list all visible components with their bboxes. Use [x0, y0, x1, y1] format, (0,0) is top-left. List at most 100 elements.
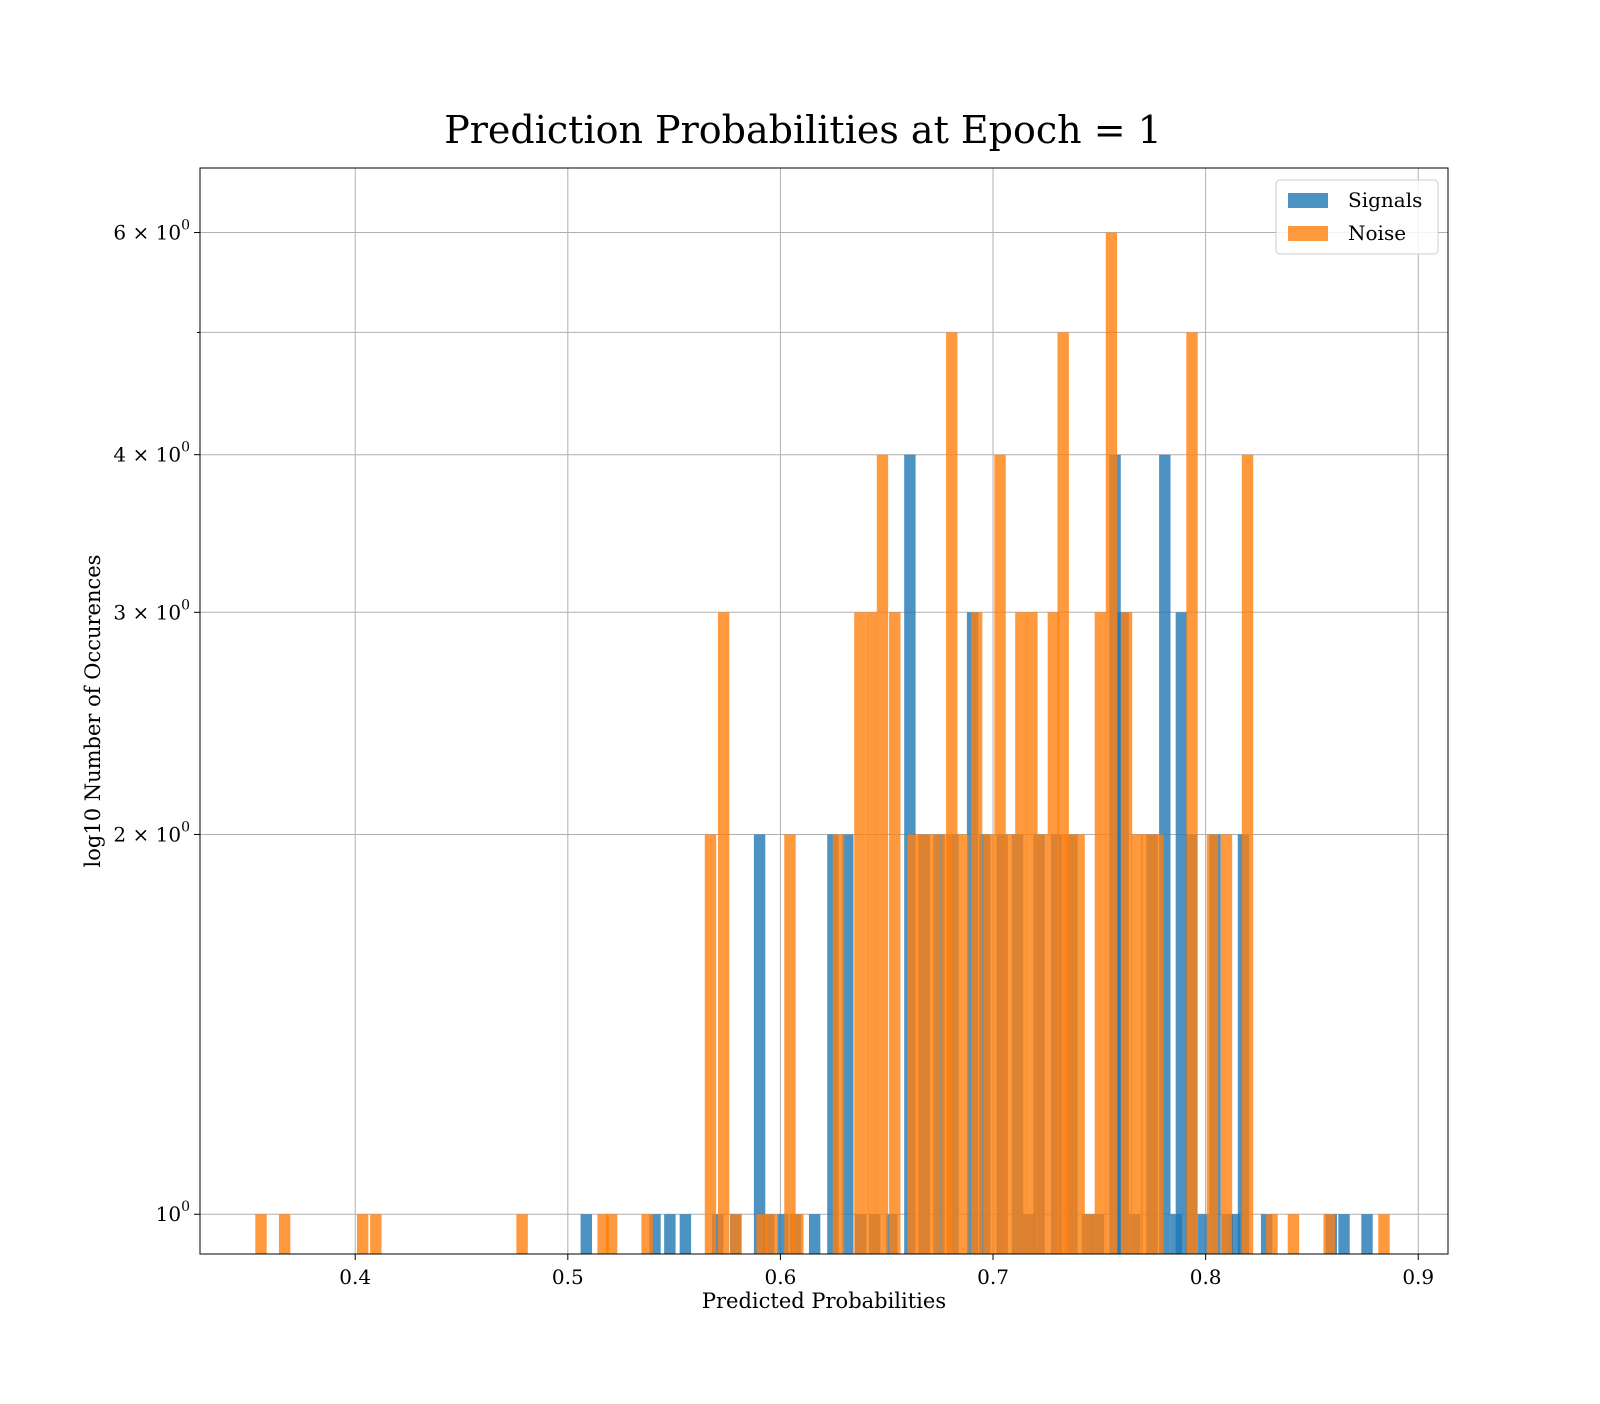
bar-noise: [370, 1214, 382, 1254]
y-tick-exponent: 0: [181, 218, 190, 234]
bar-signals: [580, 1214, 593, 1254]
y-tick-base: 3 × 10: [113, 600, 181, 624]
bar-noise: [1120, 612, 1133, 1254]
bar-noise: [255, 1214, 267, 1254]
y-tick-base: 10: [156, 1202, 181, 1226]
bar-noise: [1036, 834, 1049, 1254]
bar-signals: [808, 1214, 821, 1254]
bars-layer: [255, 232, 1390, 1254]
legend-label-noise: Noise: [1348, 221, 1406, 245]
bar-noise: [278, 1214, 291, 1254]
y-tick-label: 6 × 100: [113, 218, 190, 245]
bar-noise: [832, 834, 845, 1254]
y-tick-exponent: 0: [181, 440, 190, 456]
bar-noise: [1073, 834, 1085, 1254]
bar-noise: [994, 454, 1006, 1254]
bar-noise: [889, 612, 901, 1254]
bar-noise: [1026, 612, 1038, 1254]
bar-signals: [679, 1214, 692, 1254]
bar-noise: [1094, 612, 1107, 1254]
y-tick-label: 2 × 100: [113, 819, 190, 846]
bar-noise: [876, 454, 889, 1254]
bar-noise: [792, 1214, 804, 1254]
bar-noise: [784, 834, 796, 1254]
bar-noise: [1063, 834, 1075, 1254]
y-tick-exponent: 0: [181, 819, 190, 835]
bar-noise: [1220, 834, 1233, 1254]
bar-signals: [1338, 1214, 1350, 1254]
bar-noise: [854, 612, 866, 1254]
bar-noise: [1206, 834, 1219, 1254]
bar-signals: [711, 1214, 724, 1254]
bar-noise: [516, 1214, 528, 1254]
grid-lines: [200, 168, 1448, 1254]
bar-noise: [597, 1214, 609, 1254]
bar-noise: [970, 612, 983, 1254]
bar-noise: [946, 332, 958, 1254]
x-tick-label: 0.4: [339, 1265, 371, 1289]
bar-signals: [1159, 454, 1171, 1254]
x-tick-label: 0.7: [977, 1265, 1009, 1289]
y-tick-base: 4 × 10: [113, 443, 181, 467]
bar-noise: [1084, 1214, 1096, 1254]
bar-noise: [717, 612, 730, 1254]
x-tick-label: 0.5: [552, 1265, 584, 1289]
bar-noise: [1323, 1214, 1335, 1254]
bar-signals: [1175, 612, 1188, 1254]
bar-noise: [1141, 834, 1153, 1254]
bar-noise: [756, 1214, 768, 1254]
bar-signals: [649, 1214, 661, 1254]
y-axis-label: log10 Number of Occurences: [81, 555, 105, 868]
bar-noise: [865, 612, 878, 1254]
bar-noise: [917, 834, 929, 1254]
legend-label-signals: Signals: [1348, 188, 1422, 212]
bar-noise: [957, 834, 969, 1254]
bar-noise: [1015, 612, 1027, 1254]
bar-noise: [928, 834, 941, 1254]
bar-noise: [704, 834, 717, 1254]
bar-noise: [1057, 332, 1069, 1254]
bar-noise: [1186, 332, 1198, 1254]
x-tick-label: 0.6: [765, 1265, 797, 1289]
bar-noise: [730, 1214, 742, 1254]
y-tick-exponent: 0: [181, 597, 190, 613]
legend: Signals Noise: [1275, 179, 1439, 255]
x-tick-label: 0.8: [1190, 1265, 1222, 1289]
bar-noise: [1287, 1214, 1300, 1254]
plot-frame: [199, 167, 1449, 1255]
bar-signals: [753, 834, 766, 1254]
chart-title: Prediction Probabilities at Epoch = 1: [444, 108, 1162, 152]
bar-noise: [1241, 454, 1254, 1254]
bar-noise: [1131, 834, 1143, 1254]
bar-noise: [983, 834, 995, 1254]
bar-signals: [1228, 1214, 1241, 1254]
bar-noise: [907, 834, 919, 1254]
bar-noise: [765, 1214, 778, 1254]
bar-noise: [1378, 1214, 1390, 1254]
y-tick-base: 6 × 10: [113, 221, 181, 245]
x-tick-label: 0.9: [1402, 1265, 1434, 1289]
bar-noise: [1105, 232, 1118, 1254]
legend-swatch-signals: [1288, 193, 1328, 208]
y-tick-base: 2 × 10: [113, 822, 181, 846]
bar-noise: [605, 1214, 618, 1254]
bar-noise: [641, 1214, 653, 1254]
y-tick-label: 100: [156, 1199, 190, 1226]
bar-signals: [777, 1214, 789, 1254]
x-axis-label: Predicted Probabilities: [702, 1289, 946, 1313]
bar-noise: [1047, 612, 1060, 1254]
bar-noise: [1266, 1214, 1278, 1254]
legend-swatch-noise: [1288, 226, 1328, 241]
bar-signals: [1361, 1214, 1373, 1254]
y-tick-label: 4 × 100: [113, 440, 190, 467]
y-tick-exponent: 0: [181, 1199, 190, 1215]
bar-signals: [1197, 1214, 1209, 1254]
bar-noise: [356, 1214, 369, 1254]
series-noise: [255, 232, 1390, 1254]
y-tick-label: 3 × 100: [113, 597, 190, 624]
bar-signals: [842, 834, 854, 1254]
bar-noise: [1004, 834, 1016, 1254]
bar-noise: [1152, 834, 1164, 1254]
